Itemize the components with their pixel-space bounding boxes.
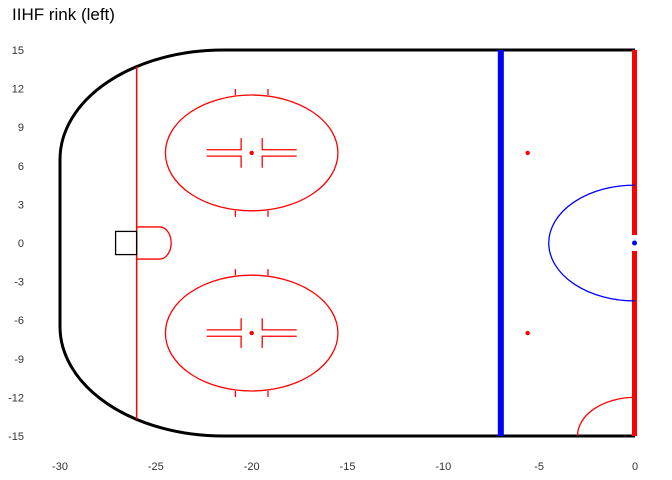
goal-net: [114, 230, 138, 256]
faceoff-l-mark: [261, 318, 297, 331]
x-tick-label: 0: [632, 461, 638, 473]
neutral-zone-dot: [525, 330, 530, 336]
boards-outline: [58, 48, 635, 438]
faceoff-l-mark: [206, 155, 242, 168]
center-faceoff-dot: [632, 240, 637, 246]
faceoff-l-mark: [206, 335, 242, 348]
y-tick-label: 0: [18, 238, 24, 250]
x-tick-label: -25: [148, 461, 164, 473]
faceoff-circle: [164, 274, 339, 392]
rink-markings: [58, 48, 637, 438]
x-tick-label: -10: [435, 461, 451, 473]
y-axis-ticks: 15 12 9 6 3 0 -3 -6 -9 -12 -15: [8, 45, 24, 443]
y-tick-label: 6: [18, 161, 24, 173]
x-tick-label: -5: [534, 461, 544, 473]
y-tick-label: 3: [18, 199, 24, 211]
y-tick-label: -9: [14, 354, 24, 366]
x-tick-label: -20: [244, 461, 260, 473]
x-tick-label: -30: [52, 461, 68, 473]
y-tick-label: -6: [14, 315, 24, 327]
faceoff-l-mark: [206, 318, 242, 331]
chart-title: IIHF rink (left): [12, 5, 115, 24]
y-tick-label: -3: [14, 277, 24, 289]
y-tick-label: -15: [8, 431, 24, 443]
faceoff-l-mark: [261, 138, 297, 151]
y-tick-label: -12: [8, 392, 24, 404]
referee-crease: [576, 396, 636, 437]
faceoff-dot: [249, 330, 254, 336]
x-axis-ticks: -30 -25 -20 -15 -10 -5 0: [52, 461, 638, 473]
faceoff-dot: [249, 150, 254, 156]
goal-crease: [136, 226, 172, 260]
faceoff-l-mark: [261, 155, 297, 168]
faceoff-l-mark: [261, 335, 297, 348]
faceoff-circle: [164, 94, 339, 212]
faceoff-l-mark: [206, 138, 242, 151]
neutral-zone-dot: [525, 150, 530, 156]
y-tick-label: 12: [12, 84, 24, 96]
y-tick-label: 15: [12, 45, 24, 57]
x-tick-label: -15: [340, 461, 356, 473]
y-tick-label: 9: [18, 122, 24, 134]
center-circle: [548, 184, 636, 302]
